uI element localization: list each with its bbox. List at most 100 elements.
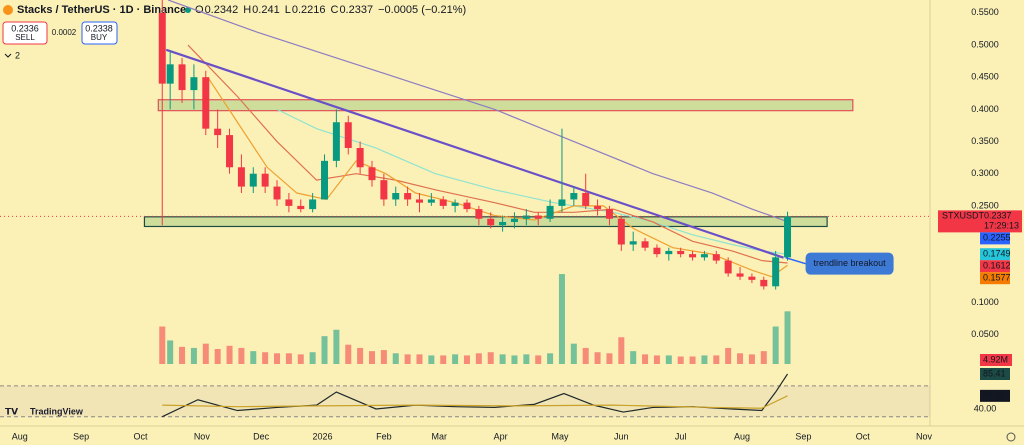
x-tick-label: Nov bbox=[916, 431, 933, 441]
volume-bar bbox=[369, 351, 375, 364]
volume-bar bbox=[238, 347, 245, 364]
candle-body bbox=[487, 218, 495, 226]
candle-body bbox=[332, 122, 340, 161]
candle-body bbox=[700, 254, 708, 258]
buy-button[interactable] bbox=[81, 21, 118, 45]
volume-bar bbox=[665, 355, 672, 364]
logo-mark: 𝗧𝗩 bbox=[5, 406, 18, 416]
candle-body bbox=[772, 257, 780, 287]
candle-body bbox=[677, 250, 685, 255]
volume-bar bbox=[618, 337, 625, 364]
volume-bar bbox=[760, 351, 767, 364]
collapse-chevron[interactable] bbox=[4, 53, 12, 58]
sell-button[interactable] bbox=[2, 21, 48, 45]
moving-average bbox=[207, 76, 788, 278]
moving-average bbox=[167, 0, 788, 223]
volume-bar bbox=[357, 347, 364, 364]
x-tick-label: 2026 bbox=[313, 431, 333, 441]
volume-bar bbox=[653, 355, 660, 364]
candle-body bbox=[202, 77, 210, 129]
volume-bar bbox=[725, 347, 732, 364]
annotation-arrow bbox=[785, 256, 806, 265]
candle-body bbox=[784, 216, 792, 258]
settings-icon[interactable] bbox=[1006, 432, 1016, 442]
y-tick-label: 0.4000 bbox=[971, 104, 999, 114]
volume-bar bbox=[297, 354, 304, 364]
x-tick-label: Nov bbox=[194, 431, 211, 441]
candle-body bbox=[712, 254, 720, 261]
volume-bar bbox=[285, 353, 292, 364]
volume-bar bbox=[226, 345, 233, 364]
ma-label-box bbox=[980, 248, 1010, 261]
candle-body bbox=[522, 215, 530, 219]
candle-body bbox=[427, 199, 435, 203]
x-tick-label: Jul bbox=[675, 431, 687, 441]
volume-bar bbox=[784, 311, 791, 364]
volume-bar bbox=[463, 355, 470, 364]
annotation: trendline breakout bbox=[814, 258, 887, 268]
candle-body bbox=[285, 199, 293, 206]
rsi-tick-label: 40.00 bbox=[974, 403, 997, 413]
rsi-band bbox=[0, 385, 930, 417]
buy-price[interactable]: 0.2338 bbox=[85, 23, 113, 33]
buy-label[interactable]: BUY bbox=[91, 33, 108, 42]
volume-bar bbox=[772, 326, 779, 364]
x-tick-label: Oct bbox=[856, 431, 871, 441]
ma-label: 0.2255 bbox=[983, 233, 1011, 243]
ohlc-key: H bbox=[243, 4, 251, 16]
candle-body bbox=[392, 193, 400, 200]
rsi-label-box bbox=[980, 367, 1010, 380]
volume-bar bbox=[499, 354, 506, 364]
volume-bar bbox=[250, 351, 257, 364]
change: −0.0005 (−0.21%) bbox=[378, 4, 466, 16]
sell-label[interactable]: SELL bbox=[15, 33, 35, 42]
ohlc-value: 0.2342 bbox=[205, 4, 239, 16]
x-tick-label: Dec bbox=[253, 431, 270, 441]
trendline bbox=[165, 48, 784, 259]
candle-body bbox=[570, 193, 578, 200]
candle-body bbox=[724, 260, 732, 274]
candle-body bbox=[249, 173, 257, 187]
volume-bar bbox=[440, 355, 447, 364]
y-tick-label: 0.4500 bbox=[971, 72, 999, 82]
candle-body bbox=[166, 64, 174, 84]
y-tick-label: 0.5000 bbox=[971, 39, 999, 49]
candle-body bbox=[463, 202, 471, 210]
candle-body bbox=[273, 186, 281, 200]
volume-bar bbox=[309, 352, 316, 364]
volume-bar bbox=[202, 343, 209, 364]
candle-body bbox=[760, 279, 768, 287]
x-tick-label: Aug bbox=[12, 431, 28, 441]
volume-bar bbox=[570, 343, 577, 364]
logo: TradingView bbox=[30, 406, 84, 416]
y-tick-label: 0.2500 bbox=[971, 200, 999, 210]
candle-body bbox=[546, 205, 554, 219]
candle-body bbox=[158, 12, 166, 84]
indicators-count[interactable]: 2 bbox=[15, 50, 20, 60]
volume-bar bbox=[274, 353, 281, 364]
ma-label-box bbox=[980, 272, 1010, 285]
candle-body bbox=[368, 167, 376, 181]
volume-bar bbox=[190, 347, 197, 364]
candle-body bbox=[582, 193, 590, 206]
moving-average bbox=[187, 44, 788, 264]
y-tick-label: 0.3500 bbox=[971, 136, 999, 146]
volume-bar bbox=[511, 355, 518, 364]
annotation-box bbox=[805, 252, 894, 275]
candle-body bbox=[261, 173, 269, 187]
ohlc-key: O bbox=[195, 4, 204, 16]
volume-bar bbox=[380, 350, 387, 364]
ohlc-row: O 0.2342 H 0.241 L 0.2216 C 0.2337 bbox=[195, 4, 373, 16]
candle-body bbox=[297, 205, 305, 210]
volume-bar bbox=[582, 347, 589, 364]
ohlc-value: 0.2216 bbox=[292, 4, 326, 16]
candle-body bbox=[605, 209, 613, 219]
sell-price[interactable]: 0.2336 bbox=[11, 23, 39, 33]
volume-bar bbox=[392, 353, 399, 364]
x-tick-label: Aug bbox=[734, 431, 750, 441]
volume-bar bbox=[321, 336, 328, 364]
candle-body bbox=[499, 221, 507, 226]
candle-body bbox=[404, 193, 412, 200]
candle-body bbox=[344, 122, 352, 148]
